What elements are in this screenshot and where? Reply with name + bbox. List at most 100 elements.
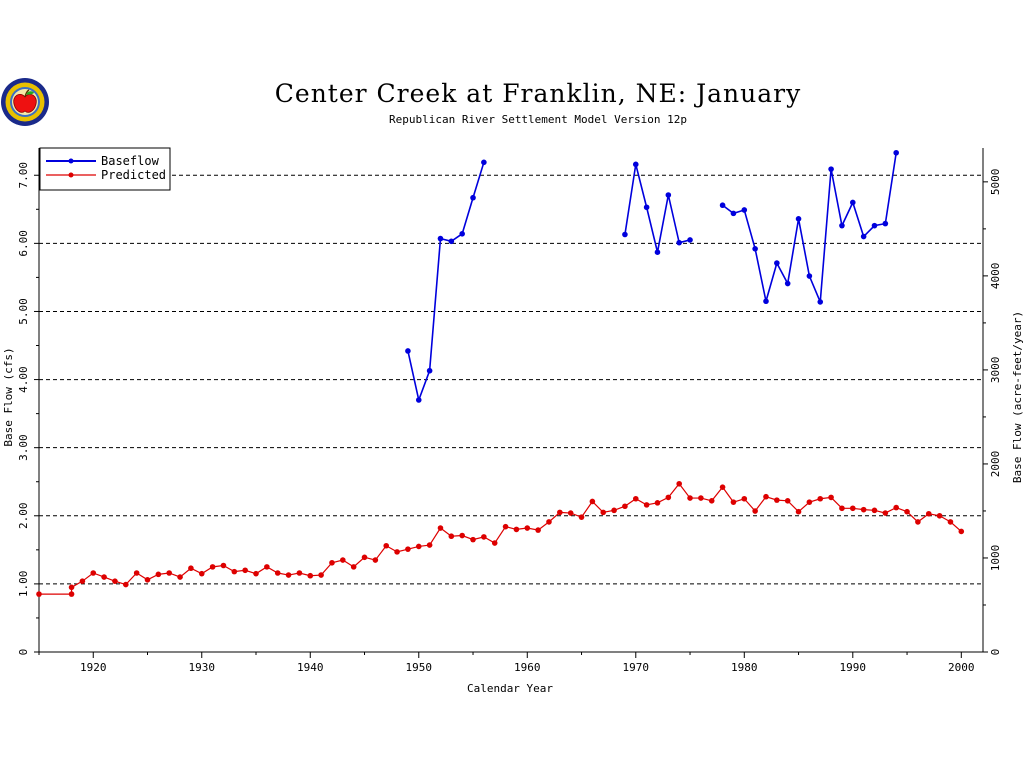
plot-frame xyxy=(38,148,984,653)
baseflow-point xyxy=(448,238,455,245)
predicted-point xyxy=(133,570,140,576)
predicted-point xyxy=(372,557,379,563)
predicted-point xyxy=(915,519,921,525)
predicted-point xyxy=(481,534,487,540)
y-right-tick-label: 1000 xyxy=(989,545,1002,572)
legend-marker-baseflow xyxy=(68,158,74,164)
predicted-point xyxy=(177,574,183,580)
predicted-point xyxy=(643,502,650,508)
predicted-point xyxy=(535,527,541,533)
legend-label-predicted: Predicted xyxy=(101,168,166,182)
predicted-point xyxy=(763,493,769,500)
y-tick-label: 0 xyxy=(17,649,30,656)
baseflow-point xyxy=(860,233,867,240)
predicted-point xyxy=(578,514,585,520)
baseflow-point xyxy=(437,235,444,242)
predicted-point xyxy=(296,570,303,576)
predicted-point xyxy=(893,504,899,511)
predicted-point xyxy=(611,507,617,514)
predicted-point xyxy=(307,572,314,579)
apple-seal-icon xyxy=(1,78,49,126)
predicted-point xyxy=(774,497,780,503)
predicted-point xyxy=(285,572,292,578)
x-tick-label: 1950 xyxy=(406,661,433,674)
predicted-point xyxy=(123,581,129,588)
y-right-tick-label: 4000 xyxy=(989,263,1002,290)
predicted-point xyxy=(708,498,715,504)
baseflow-point xyxy=(849,199,856,206)
legend: Baseflow Predicted xyxy=(39,147,171,191)
baseflow-point xyxy=(426,367,433,374)
x-axis-ticks: 1920 1930 1940 1950 1960 1970 1980 1990 2000 xyxy=(38,652,975,674)
predicted-point xyxy=(437,525,444,531)
predicted-point xyxy=(144,577,151,583)
predicted-point xyxy=(101,574,107,580)
y-tick-label: 5.00 xyxy=(17,298,30,325)
baseflow-point xyxy=(774,260,780,266)
predicted-point xyxy=(329,559,335,566)
predicted-point xyxy=(795,508,802,515)
predicted-point xyxy=(448,533,455,540)
predicted-point xyxy=(394,549,400,555)
baseflow-point xyxy=(654,249,661,256)
baseflow-point xyxy=(405,348,411,354)
baseflow-point xyxy=(741,207,748,213)
predicted-point xyxy=(806,499,813,505)
predicted-point xyxy=(340,557,346,563)
predicted-point xyxy=(491,540,498,546)
baseflow-point xyxy=(784,280,791,287)
predicted-point xyxy=(925,510,932,517)
predicted-point xyxy=(90,570,97,576)
predicted-point xyxy=(253,570,259,577)
baseflow-point xyxy=(687,237,693,243)
predicted-point xyxy=(828,494,834,501)
predicted-point xyxy=(242,567,248,574)
baseflow-point xyxy=(871,222,878,229)
y-right-tick-label: 5000 xyxy=(989,169,1002,196)
predicted-point xyxy=(904,508,910,515)
predicted-point xyxy=(817,495,824,502)
legend-box xyxy=(39,147,171,191)
predicted-point xyxy=(632,495,639,502)
predicted-point xyxy=(361,554,368,561)
y-tick-label: 7.00 xyxy=(17,162,30,189)
x-tick-label: 2000 xyxy=(948,661,975,674)
x-tick-label: 1930 xyxy=(189,661,216,674)
predicted-point xyxy=(79,578,86,584)
predicted-point xyxy=(698,495,704,501)
x-tick-label: 1960 xyxy=(514,661,541,674)
predicted-point xyxy=(719,484,726,490)
predicted-point xyxy=(567,510,574,516)
baseflow-point xyxy=(459,231,465,237)
baseflow-point xyxy=(415,397,422,403)
x-axis-label: Calendar Year xyxy=(467,682,553,695)
baseflow-point xyxy=(828,166,834,172)
gridlines xyxy=(39,174,983,585)
baseflow-point xyxy=(882,220,889,227)
predicted-point xyxy=(415,543,422,550)
predicted-point xyxy=(784,498,791,504)
baseflow-point xyxy=(752,246,758,252)
baseflow-point xyxy=(839,222,845,229)
predicted-point xyxy=(220,562,227,569)
predicted-point xyxy=(68,584,75,591)
y-right-tick-label: 3000 xyxy=(989,357,1002,384)
predicted-point xyxy=(383,542,390,549)
predicted-point xyxy=(209,564,216,570)
legend-marker-predicted xyxy=(68,172,74,178)
predicted-point xyxy=(155,571,162,578)
predicted-point xyxy=(524,525,531,531)
predicted-point xyxy=(459,532,465,539)
x-tick-label: 1990 xyxy=(840,661,867,674)
predicted-point xyxy=(622,503,628,510)
predicted-point xyxy=(882,510,889,516)
baseflow-point xyxy=(470,194,476,201)
predicted-point xyxy=(860,506,867,513)
baseflow-line xyxy=(407,162,485,403)
predicted-point xyxy=(470,536,476,543)
baseflow-point xyxy=(481,159,487,166)
predicted-point xyxy=(405,546,411,552)
predicted-point xyxy=(849,505,856,512)
predicted-point xyxy=(513,526,520,533)
